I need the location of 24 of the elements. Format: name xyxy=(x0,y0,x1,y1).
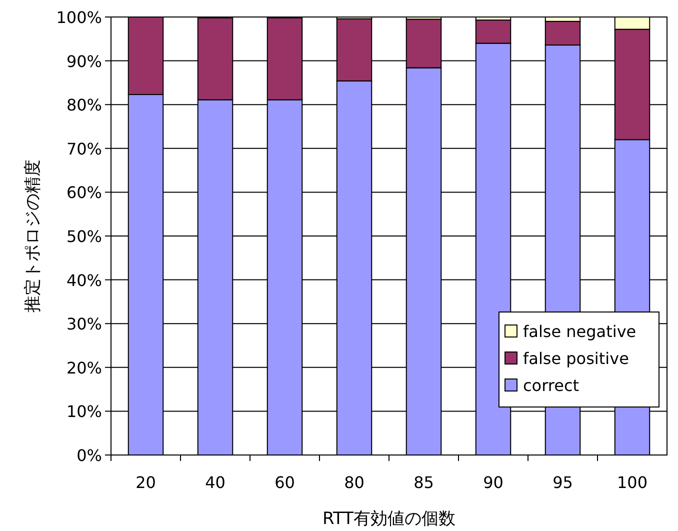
y-tick-label: 50% xyxy=(66,227,102,246)
y-tick-label: 0% xyxy=(76,446,102,465)
y-tick-label: 60% xyxy=(66,183,102,202)
x-tick-label: 90 xyxy=(483,473,504,492)
y-tick-label: 70% xyxy=(66,139,102,158)
y-tick-label: 30% xyxy=(66,314,102,334)
legend-label: correct xyxy=(523,376,580,395)
x-axis-title: RTT有効値の個数 xyxy=(322,509,456,529)
legend-label: false negative xyxy=(523,322,636,341)
y-axis-title: 推定トポロジの精度 xyxy=(23,160,43,312)
x-tick-label: 80 xyxy=(344,473,364,492)
x-tick-label: 60 xyxy=(274,473,295,492)
x-tick-label: 20 xyxy=(136,473,156,492)
y-tick-label: 90% xyxy=(66,52,102,71)
x-tick-label: 85 xyxy=(414,473,434,492)
y-tick-label: 40% xyxy=(66,270,102,290)
y-tick-label: 80% xyxy=(66,96,102,115)
legend-label: false positive xyxy=(523,349,629,368)
x-tick-label: 95 xyxy=(552,473,573,492)
y-tick-label: 10% xyxy=(66,402,102,422)
x-tick-label: 40 xyxy=(205,473,226,492)
y-tick-label: 20% xyxy=(66,358,102,378)
y-tick-label: 100% xyxy=(56,8,102,27)
x-tick-label: 100 xyxy=(616,473,648,492)
